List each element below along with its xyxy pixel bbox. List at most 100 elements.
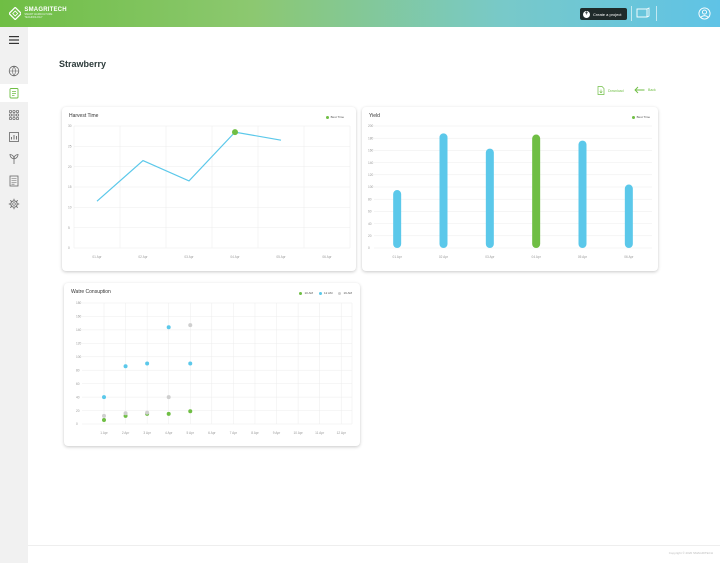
y-tick-label: 10	[68, 206, 72, 210]
x-tick-label: 11 Apr	[315, 431, 325, 435]
harvest-time-chart: 0 5 10 15 20 25 30 01 Apr 02 Apr 03 Apr 04 Apr 05 A…	[68, 124, 351, 259]
water-point	[102, 413, 106, 418]
legend-dot-icon	[631, 115, 635, 119]
header-divider-2	[656, 6, 657, 21]
y-tick-label: 15	[68, 185, 72, 189]
x-tick-label: 12 Apr	[337, 431, 347, 435]
water-point	[145, 361, 150, 366]
brand-name: SMAGRITECH	[24, 7, 67, 14]
x-tick-label: 03 Apr	[485, 255, 495, 259]
y-tick-label: 100	[368, 185, 374, 189]
yield-card: 0 20 40 60 80 100 120 140 160 180 200 01 Apr 02 Apr 0…	[362, 107, 658, 271]
water-consumption-card: 0 20 40 60 80 100 120 140 160 180 1 Apr 2 Apr 3 Apr 4…	[64, 283, 360, 446]
user-account-icon[interactable]	[698, 7, 711, 20]
y-tick-label: 200	[368, 124, 374, 128]
harvest-legend: Best Time	[325, 115, 350, 119]
water-point	[188, 409, 193, 414]
download-file-icon	[597, 86, 605, 95]
grid-dots-icon	[8, 109, 20, 121]
x-tick-label: 02 Apr	[439, 255, 449, 259]
water-point	[166, 395, 171, 400]
harvest-series-line	[96, 131, 282, 202]
y-tick-label: 25	[68, 145, 72, 149]
x-tick-label: 7 Apr	[230, 431, 238, 435]
back-button[interactable]: Back	[634, 86, 656, 94]
x-tick-label: 04 Apr	[532, 255, 542, 259]
water-legend: 10 AM 12 AM 19 AM	[299, 291, 358, 295]
legend-dot-icon	[338, 291, 342, 295]
legend-dot-icon	[325, 115, 329, 119]
water-point	[123, 411, 128, 416]
y-tick-label: 0	[68, 246, 70, 250]
sidebar	[0, 27, 28, 563]
legend-label: 12 AM	[323, 291, 333, 295]
download-button[interactable]: Download	[597, 86, 624, 95]
sidebar-item-settings[interactable]	[0, 195, 28, 213]
sidebar-item-fields[interactable]	[0, 106, 28, 124]
water-point	[166, 411, 171, 416]
water-consumption-chart: 0 20 40 60 80 100 120 140 160 180 1 Apr 2 Apr 3 Apr 4…	[76, 301, 353, 435]
x-tick-label: 5 Apr	[187, 431, 195, 435]
y-tick-label: 180	[76, 301, 82, 305]
water-consumption-title: Watre Consuption	[71, 289, 111, 295]
y-tick-label: 40	[368, 222, 372, 226]
x-tick-label: 3 Apr	[143, 431, 151, 435]
sidebar-item-overview[interactable]	[0, 62, 28, 80]
water-point	[102, 395, 106, 400]
yield-bar	[393, 190, 402, 248]
legend-label: Best Time	[636, 115, 650, 119]
x-tick-label: 04 Apr	[230, 255, 240, 259]
top-bar: SMAGRITECH SMART AGRICULTURE TECHNOLOGY …	[0, 0, 720, 27]
hamburger-menu-icon	[9, 36, 19, 44]
page-title: Strawberry	[59, 59, 107, 69]
sidebar-item-plants[interactable]	[0, 150, 28, 168]
x-tick-label: 6 Apr	[208, 431, 216, 435]
y-tick-label: 5	[68, 226, 70, 230]
x-tick-label: 9 Apr	[273, 431, 281, 435]
y-tick-label: 20	[68, 165, 72, 169]
y-tick-label: 120	[76, 342, 82, 346]
y-tick-label: 30	[68, 124, 72, 128]
y-tick-label: 100	[76, 355, 82, 359]
sidebar-item-projects[interactable]	[0, 84, 28, 102]
y-tick-label: 0	[76, 422, 78, 426]
brand-tagline: SMART AGRICULTURE TECHNOLOGY	[24, 13, 53, 19]
header-divider	[631, 6, 632, 21]
x-tick-label: 06 Apr	[322, 255, 332, 259]
y-tick-label: 20	[76, 409, 80, 413]
x-tick-label: 01 Apr	[92, 255, 102, 259]
flag-icon[interactable]	[636, 7, 650, 19]
legend-dot-icon	[299, 291, 303, 295]
y-tick-label: 160	[368, 149, 374, 153]
yield-chart: 0 20 40 60 80 100 120 140 160 180 200 01 Apr 02 Apr 0…	[368, 124, 652, 259]
y-tick-label: 140	[76, 328, 82, 332]
y-tick-label: 120	[368, 173, 374, 177]
copyright-text: Copyright © 2020 SMAGRITECH	[668, 551, 713, 555]
yield-bar	[439, 133, 448, 248]
brand-logo[interactable]: SMAGRITECH SMART AGRICULTURE TECHNOLOGY	[9, 5, 69, 22]
settings-gear-icon	[8, 198, 20, 210]
water-point	[188, 361, 193, 366]
x-tick-label: 2 Apr	[122, 431, 130, 435]
harvest-time-title: Harvest Time	[69, 113, 99, 119]
y-tick-label: 0	[368, 246, 370, 250]
legend-label: 19 AM	[343, 291, 352, 295]
menu-toggle[interactable]	[0, 31, 28, 49]
x-tick-label: 06 Apr	[624, 255, 634, 259]
yield-legend: Best Time	[631, 115, 656, 119]
x-tick-label: 4 Apr	[165, 431, 173, 435]
create-project-label: Create a project	[593, 11, 622, 17]
sidebar-item-documents[interactable]	[0, 172, 28, 190]
y-tick-label: 180	[368, 136, 374, 140]
water-point	[188, 323, 193, 328]
x-tick-label: 8 Apr	[251, 431, 259, 435]
x-tick-label: 05 Apr	[578, 255, 588, 259]
clipboard-icon	[9, 88, 19, 99]
water-point	[145, 410, 150, 415]
legend-label: 10 AM	[304, 291, 313, 295]
x-tick-label: 03 Apr	[184, 255, 194, 259]
sidebar-item-reports[interactable]	[0, 128, 28, 146]
arrow-left-icon	[634, 86, 645, 94]
create-project-button[interactable]: + Create a project	[580, 8, 627, 20]
water-point	[166, 325, 171, 330]
